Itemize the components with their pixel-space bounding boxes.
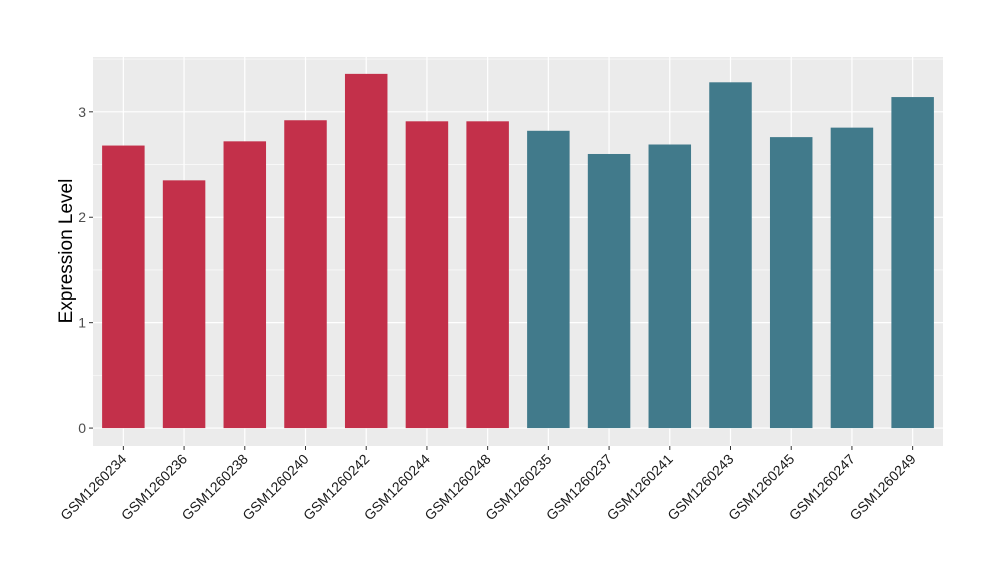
bar-GSM1260240	[284, 120, 327, 429]
x-axis: GSM1260234GSM1260236GSM1260238GSM1260240…	[57, 446, 919, 523]
bar-GSM1260238	[223, 141, 267, 429]
plot-panel	[93, 57, 943, 446]
y-axis: 0 1 2 3	[78, 104, 93, 436]
bar-GSM1260237	[587, 153, 631, 429]
y-tick-label: 0	[78, 420, 86, 436]
bar-GSM1260234	[102, 145, 145, 429]
bar-GSM1260235	[527, 130, 570, 429]
bar-GSM1260236	[162, 180, 206, 429]
y-tick-label: 2	[78, 209, 86, 225]
y-tick-label: 1	[78, 315, 86, 331]
y-axis-label: Expression Level	[56, 179, 77, 324]
bar-GSM1260241	[648, 144, 692, 429]
bar-GSM1260249	[891, 97, 934, 429]
y-tick-label: 3	[78, 104, 86, 120]
bar-GSM1260243	[709, 82, 752, 429]
bar-GSM1260245	[769, 137, 813, 429]
bar-GSM1260244	[405, 121, 449, 429]
bar-GSM1260242	[344, 73, 388, 429]
bar-GSM1260248	[466, 121, 509, 429]
bar-GSM1260247	[830, 127, 874, 429]
bars	[102, 73, 934, 429]
